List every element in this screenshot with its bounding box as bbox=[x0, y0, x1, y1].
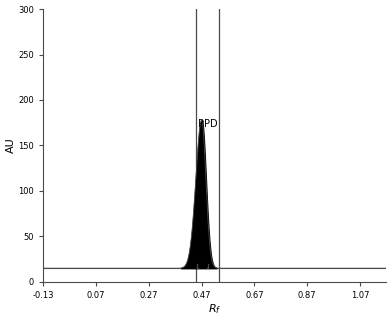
Y-axis label: AU: AU bbox=[5, 137, 16, 153]
X-axis label: R$_f$: R$_f$ bbox=[208, 303, 221, 317]
Text: PPD: PPD bbox=[198, 119, 217, 129]
